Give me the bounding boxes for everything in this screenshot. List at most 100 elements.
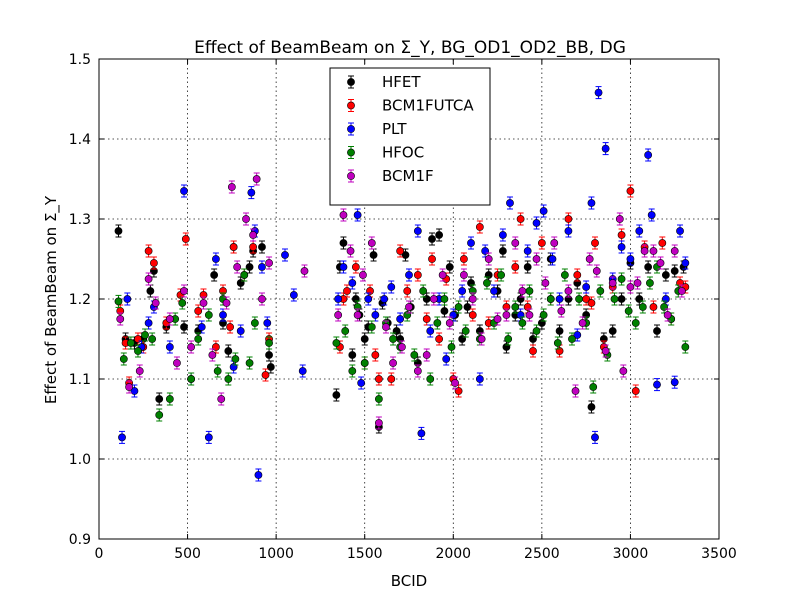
data-point bbox=[539, 207, 548, 215]
data-point bbox=[594, 88, 603, 97]
data-point bbox=[529, 347, 537, 355]
data-point bbox=[180, 187, 188, 195]
data-point bbox=[608, 327, 617, 335]
data-point bbox=[144, 275, 153, 283]
data-point bbox=[433, 319, 442, 327]
data-point bbox=[631, 319, 640, 327]
data-point bbox=[467, 279, 475, 287]
data-point bbox=[187, 375, 196, 383]
data-point bbox=[410, 351, 419, 359]
x-tick-label: 2000 bbox=[435, 546, 471, 562]
data-point bbox=[210, 271, 219, 279]
data-point bbox=[422, 351, 431, 359]
data-point bbox=[249, 231, 258, 239]
data-point bbox=[353, 311, 362, 319]
data-point bbox=[555, 295, 564, 303]
data-point bbox=[125, 383, 134, 391]
data-point bbox=[258, 263, 266, 271]
data-point bbox=[523, 263, 532, 271]
data-point bbox=[265, 351, 273, 359]
data-point bbox=[617, 231, 626, 239]
data-point bbox=[247, 188, 256, 197]
data-point bbox=[224, 347, 233, 355]
data-point bbox=[653, 380, 661, 389]
data-point bbox=[640, 247, 649, 255]
data-point bbox=[231, 355, 240, 363]
y-tick-label: 1.2 bbox=[69, 292, 91, 308]
data-point bbox=[413, 367, 422, 375]
legend-marker bbox=[347, 101, 355, 110]
data-point bbox=[371, 351, 380, 359]
data-point bbox=[677, 287, 686, 295]
data-point bbox=[396, 315, 405, 323]
data-point bbox=[638, 303, 647, 311]
data-point bbox=[298, 367, 307, 375]
data-points bbox=[114, 86, 690, 482]
data-point bbox=[458, 335, 467, 343]
data-point bbox=[525, 311, 534, 319]
legend-box bbox=[329, 67, 491, 206]
legend-item-hfoc: HFOC bbox=[347, 144, 424, 162]
data-point bbox=[560, 271, 569, 279]
y-axis-title: Effect of BeamBeam on Σ_Y bbox=[42, 195, 61, 404]
data-point bbox=[516, 311, 525, 319]
data-point bbox=[589, 383, 598, 391]
data-point bbox=[233, 263, 242, 271]
data-point bbox=[353, 211, 362, 219]
data-point bbox=[587, 199, 596, 207]
data-point bbox=[582, 283, 591, 291]
data-point bbox=[359, 271, 367, 279]
data-point bbox=[653, 327, 661, 335]
data-point bbox=[578, 319, 587, 327]
data-point bbox=[374, 375, 383, 383]
data-point bbox=[367, 323, 376, 331]
data-point bbox=[518, 319, 527, 327]
data-point bbox=[332, 391, 341, 399]
y-tick-label: 0.9 bbox=[69, 532, 91, 548]
data-point bbox=[369, 251, 378, 259]
data-point bbox=[155, 395, 164, 403]
data-point bbox=[477, 335, 486, 343]
data-point bbox=[258, 243, 266, 251]
data-point bbox=[610, 295, 619, 303]
data-point bbox=[150, 259, 158, 267]
data-point bbox=[332, 339, 341, 347]
data-point bbox=[539, 311, 548, 319]
data-point bbox=[587, 403, 596, 411]
data-point bbox=[497, 271, 506, 279]
data-point bbox=[339, 211, 348, 219]
data-point bbox=[250, 319, 259, 327]
data-point bbox=[502, 343, 511, 351]
legend-item-bcm1futca: BCM1FUTCA bbox=[347, 97, 474, 115]
legend-label: HFET bbox=[382, 73, 421, 91]
data-point bbox=[670, 267, 679, 275]
data-point bbox=[498, 231, 507, 239]
data-point bbox=[146, 287, 155, 295]
legend-label: BCM1FUTCA bbox=[382, 97, 474, 115]
data-point bbox=[351, 263, 360, 271]
data-point bbox=[550, 239, 559, 247]
data-point bbox=[571, 387, 580, 395]
data-point bbox=[194, 307, 203, 315]
data-point bbox=[334, 295, 343, 303]
data-point bbox=[398, 343, 406, 351]
data-point bbox=[413, 271, 422, 279]
data-point bbox=[596, 287, 605, 295]
data-point bbox=[647, 211, 656, 219]
data-point bbox=[460, 271, 468, 279]
axis-ticks: 0 500 1000 1500 2000 2500 3000 3500 0.9 1.0 1.1 1.2… bbox=[69, 52, 737, 562]
data-point bbox=[591, 433, 599, 442]
data-point bbox=[484, 255, 493, 263]
data-point bbox=[180, 323, 188, 331]
data-point bbox=[460, 255, 468, 263]
data-point bbox=[258, 295, 266, 303]
data-point bbox=[334, 311, 343, 319]
x-tick-label: 3000 bbox=[613, 546, 649, 562]
data-point bbox=[428, 255, 436, 263]
data-point bbox=[557, 307, 566, 315]
data-point bbox=[419, 287, 428, 295]
data-point bbox=[585, 255, 594, 263]
data-point bbox=[529, 335, 537, 343]
data-point bbox=[555, 327, 564, 335]
data-point bbox=[118, 433, 126, 442]
